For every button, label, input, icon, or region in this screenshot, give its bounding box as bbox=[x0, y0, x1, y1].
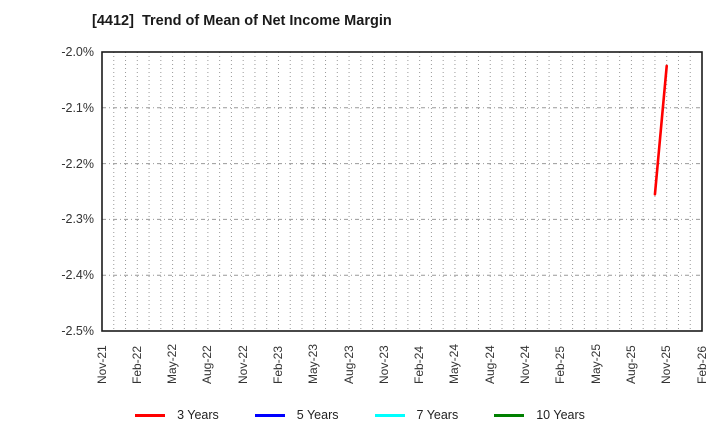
x-tick-label: May-25 bbox=[588, 343, 603, 384]
x-tick-label: Feb-24 bbox=[412, 345, 427, 384]
plot-area bbox=[101, 51, 703, 332]
x-tick-label: Aug-24 bbox=[482, 345, 497, 384]
legend: 3 Years 5 Years 7 Years 10 Years bbox=[0, 408, 720, 422]
legend-item-5-years: 5 Years bbox=[254, 408, 339, 422]
legend-item-10-years: 10 Years bbox=[494, 408, 585, 422]
legend-label-3-years: 3 Years bbox=[177, 408, 219, 422]
legend-swatch-3-years bbox=[135, 413, 166, 417]
y-tick-label: -2.3% bbox=[61, 212, 94, 227]
chart-title: [4412] Trend of Mean of Net Income Margi… bbox=[92, 13, 392, 29]
y-tick-label: -2.5% bbox=[61, 324, 94, 338]
x-tick-label: May-22 bbox=[165, 343, 180, 384]
x-tick-label: May-24 bbox=[447, 343, 462, 384]
y-tick-label: -2.2% bbox=[61, 156, 94, 171]
legend-swatch-10-years bbox=[494, 413, 525, 417]
x-tick-label: Feb-26 bbox=[694, 345, 709, 384]
x-tick-label: May-23 bbox=[306, 343, 321, 384]
legend-item-7-years: 7 Years bbox=[374, 408, 459, 422]
legend-swatch-5-years bbox=[254, 413, 285, 417]
y-tick-label: -2.4% bbox=[61, 268, 94, 283]
y-tick-label: -2.1% bbox=[61, 100, 94, 115]
x-tick-label: Aug-23 bbox=[341, 345, 356, 384]
x-tick-label: Nov-22 bbox=[235, 345, 250, 384]
x-tick-label: Feb-23 bbox=[270, 345, 285, 384]
legend-item-3-years: 3 Years bbox=[135, 408, 219, 422]
legend-label-7-years: 7 Years bbox=[416, 408, 459, 422]
x-tick-label: Nov-21 bbox=[94, 345, 109, 384]
legend-swatch-7-years bbox=[374, 413, 405, 417]
x-tick-label: Nov-24 bbox=[518, 345, 533, 384]
legend-label-5-years: 5 Years bbox=[296, 408, 339, 422]
x-tick-label: Aug-25 bbox=[623, 345, 638, 384]
x-tick-label: Aug-22 bbox=[200, 345, 215, 384]
y-tick-label: -2.0% bbox=[61, 45, 94, 59]
x-tick-label: Nov-25 bbox=[659, 345, 674, 384]
x-tick-label: Feb-22 bbox=[129, 345, 144, 384]
legend-label-10-years: 10 Years bbox=[536, 408, 585, 422]
x-tick-label: Feb-25 bbox=[553, 345, 568, 384]
x-tick-label: Nov-23 bbox=[376, 345, 391, 384]
